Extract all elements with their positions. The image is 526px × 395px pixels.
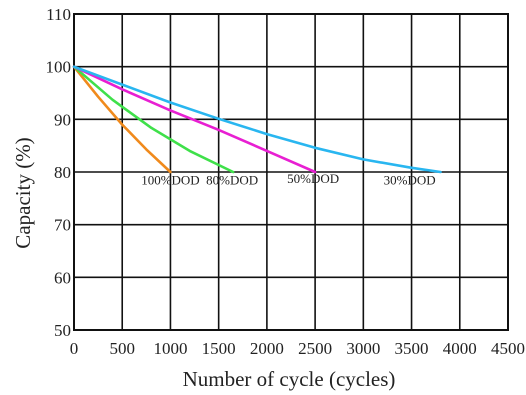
x-tick-label-1500: 1500 xyxy=(202,339,236,358)
x-tick-label-3500: 3500 xyxy=(395,339,429,358)
x-tick-label-500: 500 xyxy=(109,339,135,358)
y-tick-label-70: 70 xyxy=(54,216,71,235)
x-tick-label-4000: 4000 xyxy=(443,339,477,358)
annotation-30pctdod: 30%DOD xyxy=(384,173,436,188)
x-tick-label-2500: 2500 xyxy=(298,339,332,358)
tick-labels: 0 500 1000 1500 2000 2500 3000 3500 4000 4500 50 60… xyxy=(46,5,526,358)
y-axis-title: Capacity (%) xyxy=(11,137,35,248)
x-tick-label-4500: 4500 xyxy=(491,339,525,358)
series-line-80pctdod xyxy=(72,65,235,174)
series-line-30pctdod xyxy=(72,65,442,174)
y-tick-label-50: 50 xyxy=(54,321,71,340)
plot-frame xyxy=(73,13,509,331)
y-tick-label-100: 100 xyxy=(46,58,72,77)
annotation-50pctdod: 50%DOD xyxy=(287,171,339,186)
x-tick-label-0: 0 xyxy=(70,339,79,358)
y-tick-label-60: 60 xyxy=(54,268,71,287)
x-tick-label-3000: 3000 xyxy=(346,339,380,358)
y-tick-label-80: 80 xyxy=(54,163,71,182)
annotation-80pctdod: 80%DOD xyxy=(206,173,258,188)
series-annotations: 100%DOD 80%DOD 50%DOD 30%DOD xyxy=(141,171,435,188)
y-tick-label-110: 110 xyxy=(46,5,71,24)
series-lines xyxy=(72,65,442,174)
x-tick-label-2000: 2000 xyxy=(250,339,284,358)
x-axis-title: Number of cycle (cycles) xyxy=(183,367,396,391)
x-tick-label-1000: 1000 xyxy=(153,339,187,358)
series-line-100pctdod xyxy=(72,65,172,174)
annotation-100pctdod: 100%DOD xyxy=(141,173,200,188)
y-tick-label-90: 90 xyxy=(54,110,71,129)
series-line-50pctdod xyxy=(72,65,317,174)
